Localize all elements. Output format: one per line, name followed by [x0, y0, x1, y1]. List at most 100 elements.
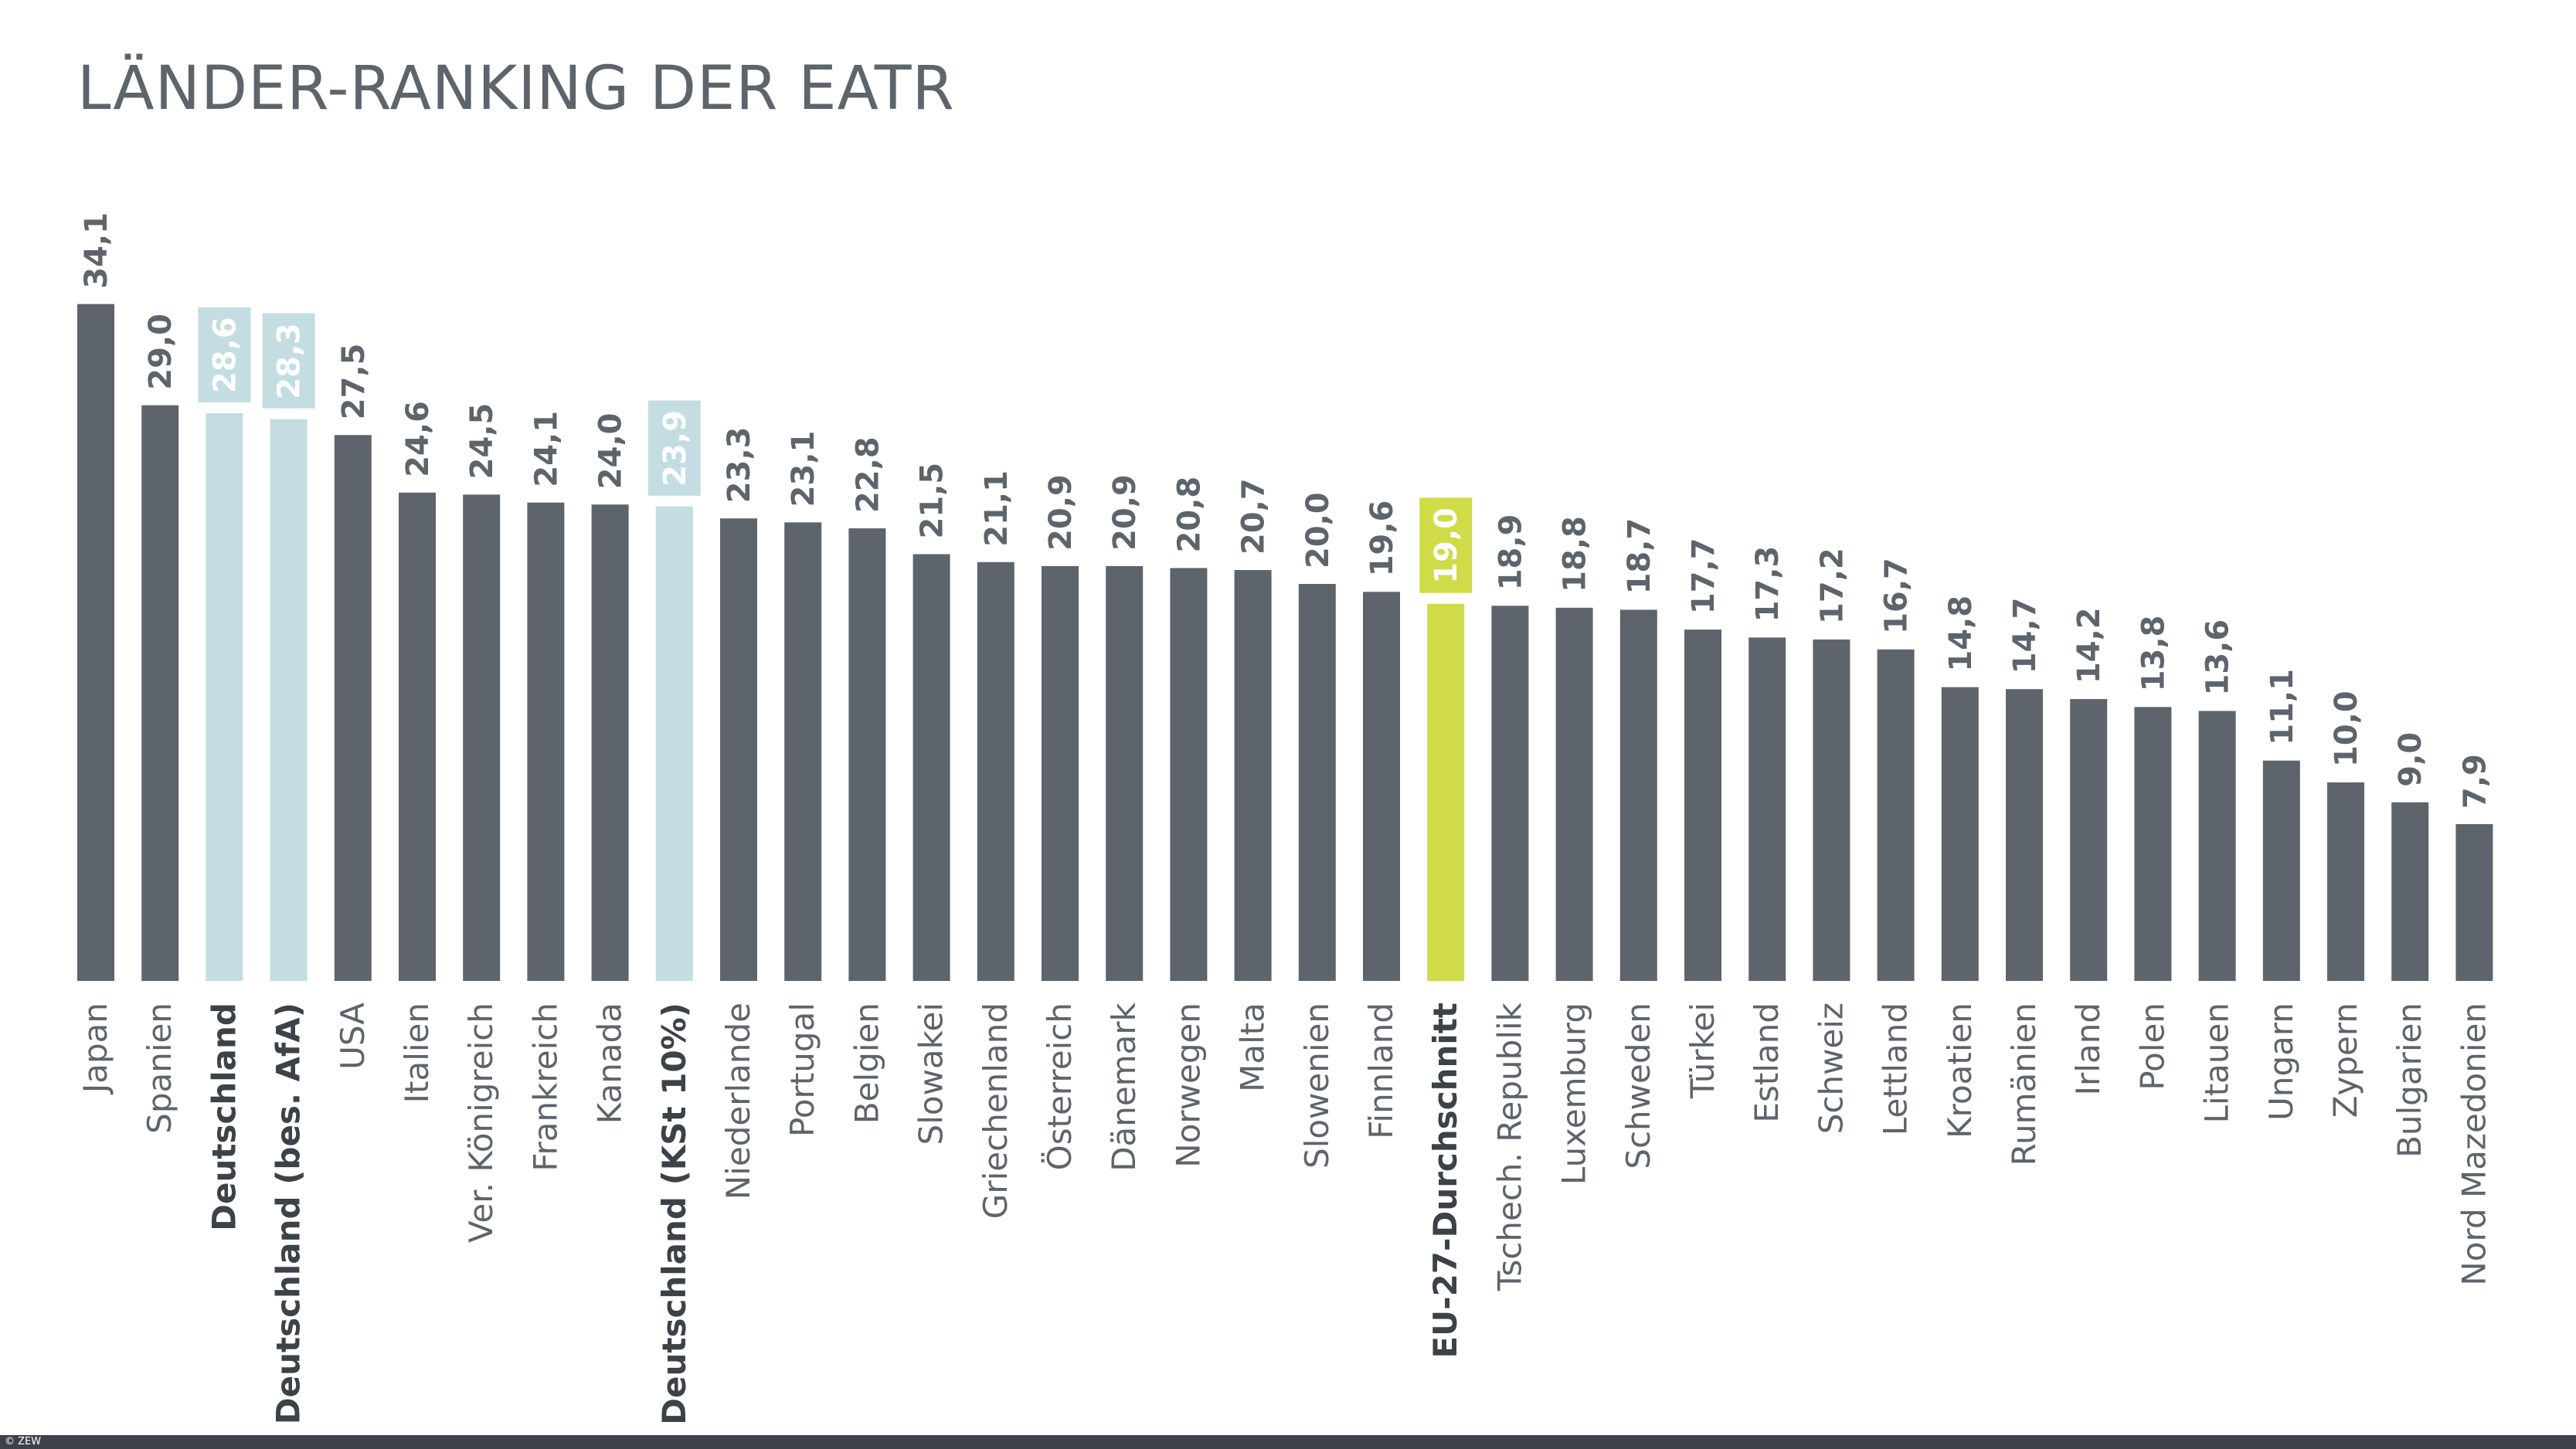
category-label-schweden: Schweden [1619, 1003, 1657, 1169]
bar-bulgarien [2391, 802, 2429, 981]
category-label-nord-mazedonien: Nord Mazedonien [2455, 1003, 2493, 1286]
bar-oesterreich [1042, 565, 1079, 981]
bar-ungarn [2262, 760, 2300, 981]
category-label-italien: Italien [398, 1003, 436, 1103]
bar-rumaenien [2006, 689, 2043, 981]
category-label-deutschland: Deutschland [205, 1003, 243, 1231]
value-label-italien: 24,6 [400, 401, 436, 477]
category-label-eu-27-durchschnitt: EU-27-Durchschnitt [1426, 1003, 1464, 1359]
bar-kanada [591, 504, 629, 981]
category-label-deutschland-kst-10: Deutschland (KSt 10%) [655, 1003, 693, 1425]
value-label-belgien: 22,8 [850, 436, 885, 513]
category-label-usa: USA [334, 1003, 372, 1070]
value-label-deutschland: 28,6 [207, 317, 243, 393]
category-label-polen: Polen [2133, 1003, 2171, 1091]
category-label-slowakei: Slowakei [912, 1003, 950, 1145]
value-label-kroatien: 14,8 [1943, 596, 1979, 672]
footer-bar [0, 1435, 2576, 1449]
value-label-slowenien: 20,0 [1300, 492, 1336, 568]
category-label-estland: Estland [1748, 1003, 1786, 1123]
category-label-norwegen: Norwegen [1169, 1003, 1207, 1168]
bar-daenemark [1106, 565, 1144, 981]
value-label-rumaenien: 14,7 [2007, 598, 2043, 674]
value-label-eu-27-durchschnitt: 19,0 [1429, 507, 1464, 584]
bar-schweden [1619, 609, 1657, 981]
category-label-tuerkei: Türkei [1684, 1003, 1721, 1099]
bar-schweiz [1813, 639, 1850, 981]
bar-polen [2134, 707, 2172, 981]
bar-usa [334, 435, 372, 981]
value-label-niederlande: 23,3 [722, 426, 757, 503]
bar-belgien [848, 528, 886, 981]
value-label-frankreich: 24,1 [528, 411, 564, 487]
value-label-finnland: 19,6 [1364, 501, 1400, 577]
category-label-kanada: Kanada [591, 1003, 629, 1124]
value-label-schweden: 18,7 [1622, 518, 1657, 595]
category-label-irland: Irland [2069, 1003, 2107, 1095]
bar-estland [1748, 637, 1786, 981]
category-label-niederlande: Niederlande [719, 1003, 757, 1200]
bar-malta [1234, 570, 1272, 981]
category-label-schweiz: Schweiz [1812, 1003, 1850, 1134]
copyright-text: © ZEW [5, 1436, 42, 1447]
category-label-tschech-republik: Tschech. Republik [1490, 1002, 1528, 1291]
bar-kroatien [1941, 687, 1979, 981]
value-label-portugal: 23,1 [786, 431, 821, 507]
value-label-tuerkei: 17,7 [1686, 538, 1721, 614]
bar-slowakei [912, 554, 950, 981]
value-label-lettland: 16,7 [1879, 558, 1915, 634]
category-label-spanien: Spanien [141, 1003, 178, 1134]
category-label-slowenien: Slowenien [1298, 1003, 1336, 1169]
bar-norwegen [1170, 568, 1208, 981]
value-label-oesterreich: 20,9 [1043, 474, 1079, 551]
category-label-luxemburg: Luxemburg [1555, 1003, 1593, 1185]
value-label-deutschland-bes-afa: 28,3 [272, 323, 308, 399]
value-label-tschech-republik: 18,9 [1493, 514, 1528, 591]
value-label-spanien: 29,0 [143, 314, 178, 390]
category-label-oesterreich: Österreich [1040, 1003, 1079, 1170]
bar-tschech-republik [1491, 606, 1529, 981]
category-label-litauen: Litauen [2198, 1003, 2236, 1123]
value-label-slowakei: 21,5 [915, 463, 950, 539]
bar-frankreich [527, 502, 565, 981]
value-label-schweiz: 17,2 [1814, 548, 1850, 624]
bar-zypern [2327, 782, 2364, 981]
category-label-daenemark: Dänemark [1105, 1002, 1143, 1171]
value-label-polen: 13,8 [2136, 616, 2171, 692]
value-label-nord-mazedonien: 7,9 [2457, 754, 2493, 809]
value-label-bulgarien: 9,0 [2393, 732, 2428, 787]
value-label-norwegen: 20,8 [1171, 477, 1207, 553]
category-label-portugal: Portugal [783, 1003, 821, 1137]
value-label-malta: 20,7 [1236, 478, 1272, 555]
value-label-daenemark: 20,9 [1107, 474, 1143, 551]
bar-slowenien [1298, 584, 1336, 981]
category-label-frankreich: Frankreich [526, 1003, 564, 1172]
bar-portugal [784, 522, 822, 981]
category-label-japan: Japan [76, 1003, 114, 1095]
value-label-litauen: 13,6 [2200, 619, 2236, 696]
category-label-zypern: Zypern [2326, 1003, 2364, 1118]
bar-ver-koenigreich [463, 494, 501, 981]
bar-nord-mazedonien [2455, 823, 2493, 981]
bar-tuerkei [1684, 629, 1721, 981]
bar-eu-27-durchschnitt [1427, 603, 1465, 981]
category-label-rumaenien: Rumänien [2005, 1003, 2043, 1166]
value-label-estland: 17,3 [1750, 546, 1786, 623]
value-label-box-deutschland-bes-afa [262, 313, 315, 409]
value-label-box-deutschland-kst-10 [647, 400, 701, 496]
category-label-malta: Malta [1234, 1003, 1272, 1092]
category-label-ungarn: Ungarn [2262, 1003, 2300, 1121]
category-label-finnland: Finnland [1362, 1003, 1400, 1139]
bar-griechenland [977, 562, 1014, 981]
bar-luxemburg [1555, 607, 1593, 981]
value-label-zypern: 10,0 [2329, 691, 2364, 767]
category-label-griechenland: Griechenland [977, 1003, 1014, 1219]
bar-spanien [141, 405, 179, 981]
value-label-box-deutschland [198, 307, 251, 402]
value-label-japan: 34,1 [79, 212, 114, 289]
bar-italien [399, 492, 436, 981]
category-label-belgien: Belgien [848, 1003, 885, 1124]
bar-litauen [2198, 711, 2236, 981]
bar-irland [2070, 699, 2108, 981]
